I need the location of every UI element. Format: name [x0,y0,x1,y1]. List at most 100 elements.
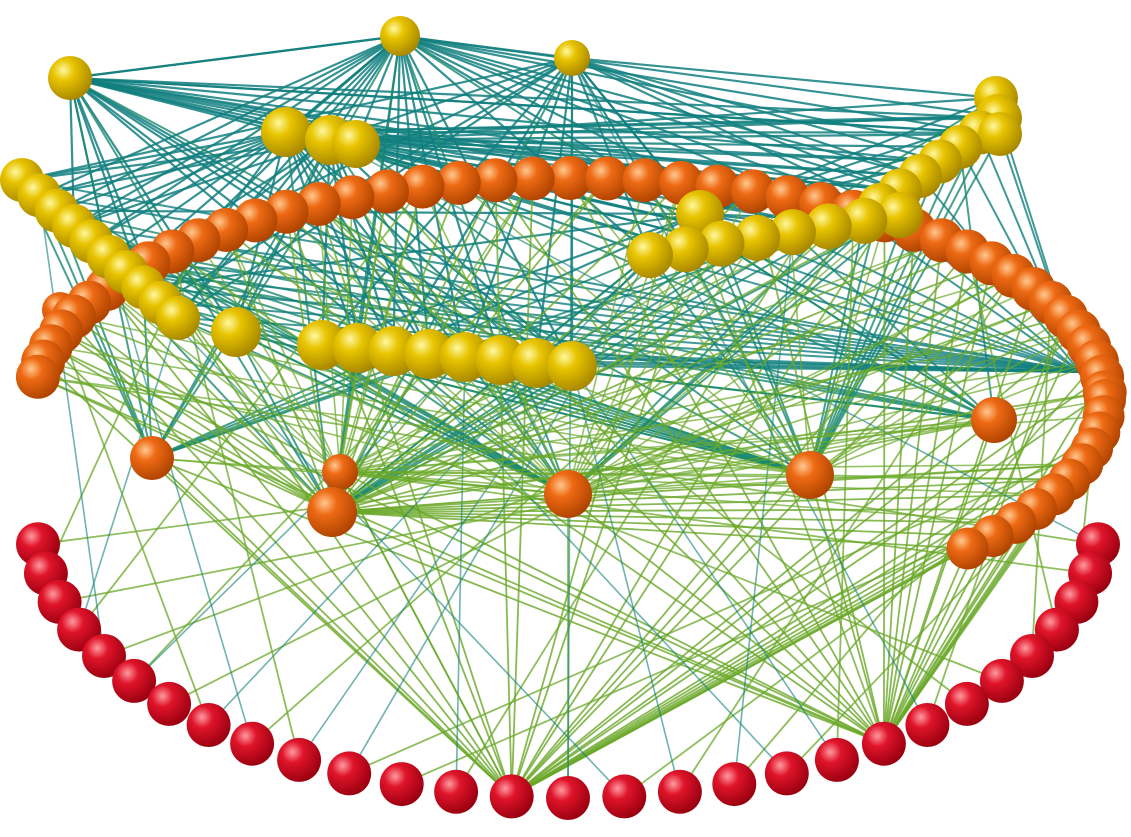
network-edge [511,250,969,797]
network-edge [680,182,885,745]
bottom-layer-node [327,751,372,796]
network-edge [108,255,995,421]
top-layer-node [805,203,852,250]
top-layer-node [627,232,673,278]
network-edge [78,317,179,630]
top-layer-node [297,320,347,370]
top-layer-node [48,56,92,100]
network-edge [331,97,997,513]
middle-layer-node [971,397,1017,443]
network-edge [511,262,993,798]
middle-layer-node [548,156,592,200]
network-edge [569,177,811,476]
network-edge [78,186,424,631]
network-edge [329,132,1001,142]
network-edge [792,231,1081,373]
network-edge [317,203,513,797]
bottom-layer-node [82,634,126,678]
network-edge [399,34,921,178]
network-edge [643,179,811,476]
network-edge [809,316,1067,476]
network-edge [571,56,997,100]
middle-layer-node [622,158,667,203]
network-edge [883,263,993,744]
network-edge [567,301,1052,495]
top-layer-node [332,323,383,373]
top-layer-node [978,112,1022,156]
network-edge [73,316,811,476]
network-edge [69,77,811,476]
top-layer-node [662,226,709,273]
top-layer-node [368,326,419,376]
bottom-layer-node [712,762,757,807]
network-edge [331,508,1037,513]
network-edge [329,139,431,355]
network-edge [331,35,401,513]
network-edge [339,275,1014,473]
bottom-layer-node [657,769,702,814]
network-edge [329,114,999,142]
network-edge [458,182,811,476]
middle-layer-node [15,354,60,399]
top-layer-node [547,341,597,391]
network-edge [108,255,569,495]
network-edge [339,471,569,495]
bottom-layer-node [905,703,950,747]
network-edge [331,315,1067,513]
network-edge [571,56,921,178]
network-edge [567,219,886,495]
bottom-layer-node [186,703,231,747]
middle-layer-node [307,487,357,537]
network-edge [348,447,1093,775]
bottom-layer-node [379,762,424,807]
top-layer-node [734,214,781,261]
top-layer-node [841,197,888,244]
bottom-layer-node [230,721,275,766]
network-edge [38,34,401,197]
bottom-layer-node [602,774,647,819]
top-layer-node [156,296,200,340]
network-edge [285,211,513,797]
network-edge [567,180,646,495]
network-edge [59,309,513,798]
top-layer-node [511,338,562,388]
network-edge [106,288,341,473]
bottom-layer-node [861,721,906,766]
middle-layer-node [786,451,834,499]
network-edge [143,212,701,289]
bottom-layer-node [814,737,859,782]
middle-layer-node [510,156,555,201]
network-edge [809,360,1098,476]
bottom-layer-node [546,776,590,820]
middle-layer-node [765,175,810,220]
network-edge [348,254,651,774]
middle-layer-node [330,175,375,220]
network-edge [107,256,253,744]
network-edge [331,511,993,537]
top-layer-node [404,329,455,379]
middle-layer-node [400,164,445,209]
bottom-layer-node [489,774,534,819]
network-edge [133,356,466,682]
network-edge [331,493,1055,513]
network-edge [329,138,941,163]
network-edge [567,214,901,495]
network-edge [331,239,942,513]
network-edge [510,178,534,797]
network-edge [60,330,333,513]
network-edge [50,345,333,513]
network-edge [567,288,1034,495]
network-edge [59,419,995,603]
middle-layer-node [731,169,775,214]
bottom-layer-node [112,658,157,703]
middle-layer-node [130,436,174,480]
top-layer-node [211,307,261,357]
network-edge [510,219,886,797]
top-layer-node [332,120,380,168]
network-edge [959,146,995,421]
network-edge [38,195,105,657]
network-edge [331,219,885,513]
bottom-layer-node [277,737,322,782]
network-edge [197,239,341,473]
